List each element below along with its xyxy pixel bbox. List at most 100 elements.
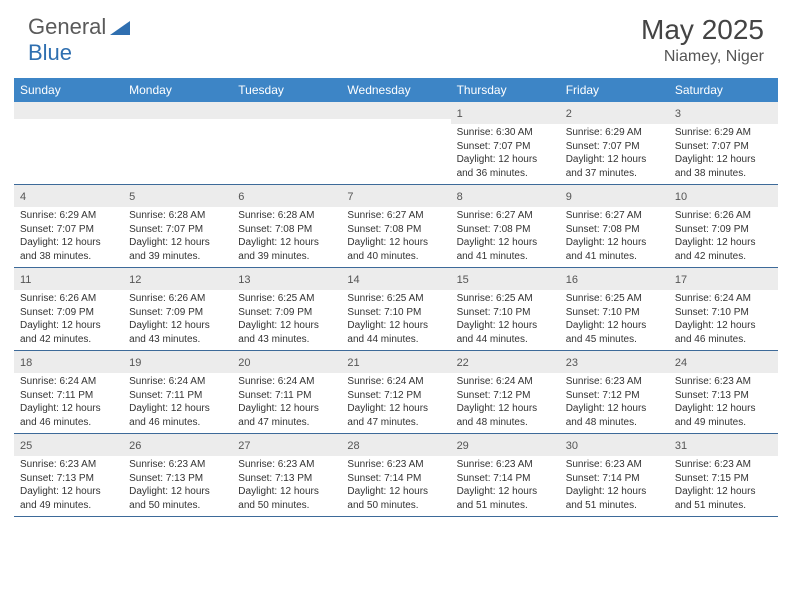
daylight-text: Daylight: 12 hours and 40 minutes. [347, 236, 444, 263]
day-number: 24 [675, 357, 687, 369]
day-body: Sunrise: 6:28 AMSunset: 7:08 PMDaylight:… [232, 207, 341, 267]
day-number: 1 [457, 108, 463, 120]
sunrise-text: Sunrise: 6:26 AM [20, 292, 117, 306]
daylight-text: Daylight: 12 hours and 48 minutes. [566, 402, 663, 429]
day-cell: 23Sunrise: 6:23 AMSunset: 7:12 PMDayligh… [560, 351, 669, 433]
day-number-row [123, 102, 232, 119]
day-cell: 13Sunrise: 6:25 AMSunset: 7:09 PMDayligh… [232, 268, 341, 350]
daylight-text: Daylight: 12 hours and 42 minutes. [20, 319, 117, 346]
day-number: 14 [347, 274, 359, 286]
location-label: Niamey, Niger [641, 48, 764, 66]
sunset-text: Sunset: 7:07 PM [129, 223, 226, 237]
sunset-text: Sunset: 7:08 PM [457, 223, 554, 237]
day-body [341, 119, 450, 179]
day-body: Sunrise: 6:27 AMSunset: 7:08 PMDaylight:… [341, 207, 450, 267]
day-number-row: 14 [341, 268, 450, 290]
sunrise-text: Sunrise: 6:28 AM [129, 209, 226, 223]
sunset-text: Sunset: 7:09 PM [238, 306, 335, 320]
day-cell: 14 Sunrise: 6:25 AMSunset: 7:10 PMDayligh… [341, 268, 450, 350]
sunrise-text: Sunrise: 6:28 AM [238, 209, 335, 223]
sunset-text: Sunset: 7:07 PM [675, 140, 772, 154]
day-number-row: 12 [123, 268, 232, 290]
day-number: 21 [347, 357, 359, 369]
sunset-text: Sunset: 7:14 PM [566, 472, 663, 486]
sunrise-text: Sunrise: 6:23 AM [20, 458, 117, 472]
sunset-text: Sunset: 7:13 PM [129, 472, 226, 486]
sunrise-text: Sunrise: 6:27 AM [347, 209, 444, 223]
sunset-text: Sunset: 7:13 PM [238, 472, 335, 486]
brand-part2: Blue [28, 40, 72, 66]
day-number: 10 [675, 191, 687, 203]
daylight-text: Daylight: 12 hours and 51 minutes. [566, 485, 663, 512]
day-body: Sunrise: 6:26 AMSunset: 7:09 PMDaylight:… [669, 207, 778, 267]
day-number-row: 6 [232, 185, 341, 207]
sunset-text: Sunset: 7:13 PM [675, 389, 772, 403]
day-number: 5 [129, 191, 135, 203]
day-number: 15 [457, 274, 469, 286]
title-block: May 2025 Niamey, Niger [641, 14, 764, 66]
weekday-label: Wednesday [341, 78, 450, 102]
day-cell: 1 Sunrise: 6:30 AMSunset: 7:07 PMDaylight… [451, 102, 560, 184]
day-cell: 6Sunrise: 6:28 AMSunset: 7:08 PMDaylight… [232, 185, 341, 267]
day-body: Sunrise: 6:29 AMSunset: 7:07 PMDaylight:… [669, 124, 778, 184]
sunset-text: Sunset: 7:11 PM [238, 389, 335, 403]
daylight-text: Daylight: 12 hours and 43 minutes. [129, 319, 226, 346]
calendar: SundayMondayTuesdayWednesdayThursdayFrid… [14, 78, 778, 517]
day-number: 12 [129, 274, 141, 286]
daylight-text: Daylight: 12 hours and 51 minutes. [675, 485, 772, 512]
weekday-label: Thursday [451, 78, 560, 102]
brand-logo: General [28, 14, 132, 40]
day-number: 27 [238, 440, 250, 452]
day-number: 23 [566, 357, 578, 369]
sunrise-text: Sunrise: 6:24 AM [129, 375, 226, 389]
day-cell: 10 Sunrise: 6:26 AMSunset: 7:09 PMDayligh… [669, 185, 778, 267]
day-number: 2 [566, 108, 572, 120]
day-number-row: 30 [560, 434, 669, 456]
day-number-row: 20 [232, 351, 341, 373]
sunrise-text: Sunrise: 6:25 AM [566, 292, 663, 306]
week-row: 4Sunrise: 6:29 AMSunset: 7:07 PMDaylight… [14, 185, 778, 268]
day-body [123, 119, 232, 179]
day-number: 11 [20, 274, 31, 286]
daylight-text: Daylight: 12 hours and 44 minutes. [347, 319, 444, 346]
daylight-text: Daylight: 12 hours and 49 minutes. [20, 485, 117, 512]
sunset-text: Sunset: 7:11 PM [20, 389, 117, 403]
daylight-text: Daylight: 12 hours and 50 minutes. [347, 485, 444, 512]
day-cell: 29Sunrise: 6:23 AMSunset: 7:14 PMDayligh… [451, 434, 560, 516]
day-number-row: 23 [560, 351, 669, 373]
sunset-text: Sunset: 7:09 PM [129, 306, 226, 320]
sunset-text: Sunset: 7:11 PM [129, 389, 226, 403]
day-cell: 24 Sunrise: 6:23 AMSunset: 7:13 PMDayligh… [669, 351, 778, 433]
day-number: 22 [457, 357, 469, 369]
day-number-row [14, 102, 123, 119]
sunrise-text: Sunrise: 6:23 AM [347, 458, 444, 472]
day-body: Sunrise: 6:24 AMSunset: 7:12 PMDaylight:… [451, 373, 560, 433]
day-cell: 21Sunrise: 6:24 AMSunset: 7:12 PMDayligh… [341, 351, 450, 433]
sunset-text: Sunset: 7:10 PM [675, 306, 772, 320]
logo-triangle-icon [110, 19, 130, 35]
day-body: Sunrise: 6:30 AMSunset: 7:07 PMDaylight:… [451, 124, 560, 184]
sunrise-text: Sunrise: 6:25 AM [347, 292, 444, 306]
daylight-text: Daylight: 12 hours and 42 minutes. [675, 236, 772, 263]
day-body: Sunrise: 6:23 AMSunset: 7:13 PMDaylight:… [669, 373, 778, 433]
day-cell: 3 Sunrise: 6:29 AMSunset: 7:07 PMDaylight… [669, 102, 778, 184]
sunrise-text: Sunrise: 6:24 AM [20, 375, 117, 389]
daylight-text: Daylight: 12 hours and 37 minutes. [566, 153, 663, 180]
day-body: Sunrise: 6:23 AMSunset: 7:14 PMDaylight:… [560, 456, 669, 516]
sunrise-text: Sunrise: 6:29 AM [675, 126, 772, 140]
sunset-text: Sunset: 7:10 PM [347, 306, 444, 320]
day-number-row: 10 [669, 185, 778, 207]
day-body: Sunrise: 6:29 AMSunset: 7:07 PMDaylight:… [14, 207, 123, 267]
daylight-text: Daylight: 12 hours and 39 minutes. [129, 236, 226, 263]
month-title: May 2025 [641, 14, 764, 46]
daylight-text: Daylight: 12 hours and 41 minutes. [457, 236, 554, 263]
sunset-text: Sunset: 7:10 PM [566, 306, 663, 320]
daylight-text: Daylight: 12 hours and 50 minutes. [238, 485, 335, 512]
daylight-text: Daylight: 12 hours and 39 minutes. [238, 236, 335, 263]
day-number: 3 [675, 108, 681, 120]
day-body: Sunrise: 6:23 AMSunset: 7:13 PMDaylight:… [14, 456, 123, 516]
day-number-row: 28 [341, 434, 450, 456]
week-row: 18Sunrise: 6:24 AMSunset: 7:11 PMDayligh… [14, 351, 778, 434]
day-cell [123, 102, 232, 184]
weekday-header-row: SundayMondayTuesdayWednesdayThursdayFrid… [14, 78, 778, 102]
